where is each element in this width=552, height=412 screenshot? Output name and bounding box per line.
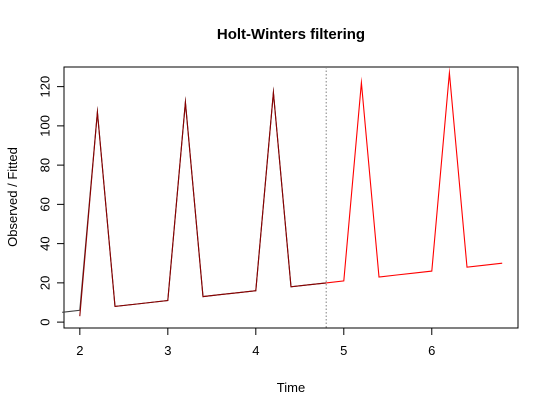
y-tick-label: 60 (38, 197, 53, 211)
y-tick-label: 120 (38, 76, 53, 98)
series-layer (62, 66, 503, 328)
y-tick-label: 80 (38, 158, 53, 172)
x-tick-label: 5 (340, 343, 347, 358)
plot-frame (63, 66, 519, 329)
y-tick-label: 40 (38, 236, 53, 250)
y-axis-label: Observed / Fitted (5, 147, 20, 247)
x-axis: 2 3 4 5 6 (76, 327, 435, 358)
fitted-series-line (79, 86, 327, 317)
x-tick-label: 3 (164, 343, 171, 358)
y-tick-label: 0 (38, 318, 53, 325)
x-axis-label: Time (277, 380, 305, 395)
x-tick-label: 2 (76, 343, 83, 358)
y-tick-label: 100 (38, 115, 53, 137)
chart-title: Holt-Winters filtering (217, 26, 365, 43)
y-tick-label: 20 (38, 276, 53, 290)
y-axis: 0 20 40 60 80 100 120 (38, 76, 65, 326)
x-tick-label: 4 (252, 343, 259, 358)
x-tick-label: 6 (428, 343, 435, 358)
predicted-series-line (326, 66, 503, 284)
